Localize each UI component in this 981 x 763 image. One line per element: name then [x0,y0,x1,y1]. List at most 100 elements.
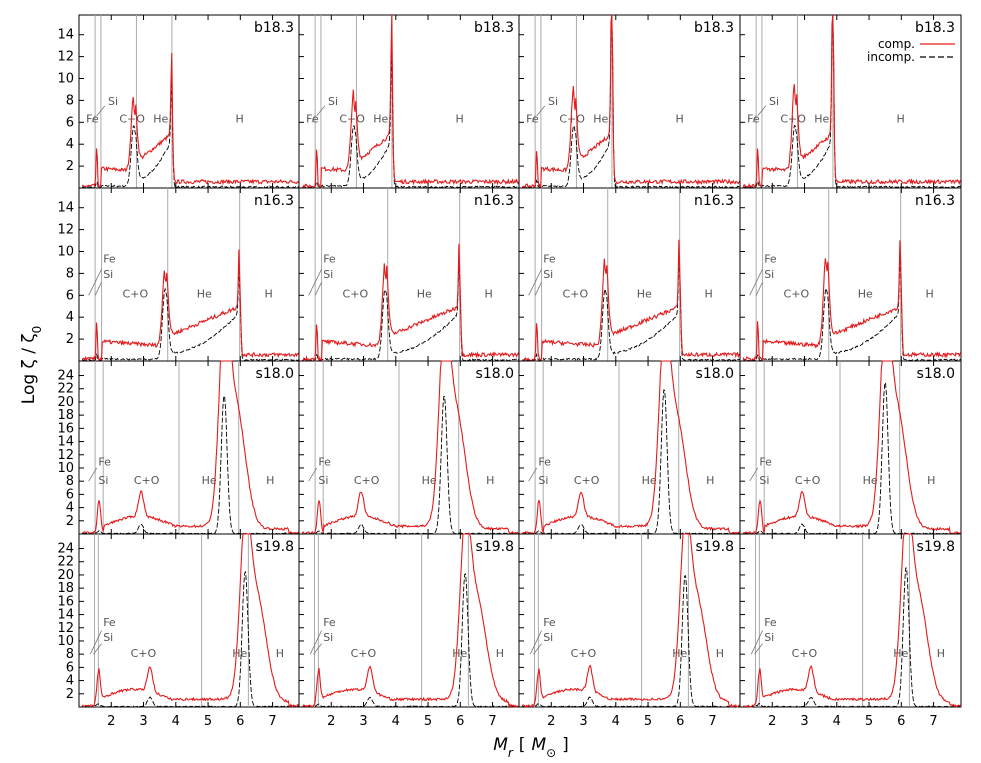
region-label-si: Si [108,95,118,108]
x-tick-label: 5 [644,714,652,729]
series-line-incomp [302,573,521,708]
region-label-he: He [202,474,217,487]
series-line-incomp [81,71,301,189]
region-label-he: He [373,112,388,125]
region-label-si: Si [103,631,113,644]
region-label-si: Si [323,268,333,281]
y-tick-label: 10 [57,72,74,87]
panel-frame [78,14,301,189]
y-tick-label: 8 [66,647,74,662]
y-tick-label: 4 [66,501,74,516]
panel-frame [739,360,962,535]
region-label-he: He [893,647,908,660]
region-label-he: He [153,112,168,125]
region-label-h: H [937,647,945,660]
region-label-co: C+O [784,287,810,300]
region-label-h: H [705,287,713,300]
region-label-h: H [926,287,934,300]
panel-frame [518,360,741,535]
region-label-si: Si [318,474,328,487]
region-label-si: Si [328,95,338,108]
x-tick-label: 2 [768,714,776,729]
model-label: n16.3 [254,193,294,209]
region-label-fe: Fe [323,252,336,265]
leader-line-0 [528,467,538,482]
x-tick-label: 3 [800,714,808,729]
region-label-h: H [266,474,274,487]
leader-line-1 [316,105,326,116]
region-label-co: C+O [574,474,600,487]
leader-line-0 [528,268,542,296]
region-label-h: H [485,287,493,300]
leader-line-0 [88,268,102,296]
y-tick-label: 24 [57,369,74,384]
x-tick-label: 3 [139,714,147,729]
region-label-fe: Fe [318,455,331,468]
y-tick-label: 16 [57,594,74,609]
y-tick-label: 4 [66,674,74,689]
region-label-he: He [642,474,657,487]
model-label: n16.3 [915,193,955,209]
y-tick-label: 6 [66,660,74,675]
y-axis-title: Log ζ / ζ0 [19,326,44,404]
region-label-fe: Fe [306,112,319,125]
region-label-fe: Fe [538,455,551,468]
model-label: b18.3 [915,20,955,36]
model-label: b18.3 [474,20,514,36]
x-tick-label: 3 [579,714,587,729]
panel-frame [518,14,741,189]
region-label-co: C+O [131,647,157,660]
region-label-si: Si [759,474,769,487]
region-label-h: H [675,112,683,125]
panel-frame [739,533,962,708]
leader-line-1 [93,643,102,655]
x-tick-label: 4 [172,714,180,729]
model-label: s19.8 [696,539,734,555]
series-line-incomp [743,567,962,708]
y-tick-label: 12 [57,50,74,65]
y-tick-label: 6 [66,115,74,130]
series-line-comp [742,240,962,362]
series-line-incomp [82,570,301,708]
series-line-incomp [743,14,962,189]
region-label-h: H [486,474,494,487]
x-tick-label: 6 [676,714,684,729]
y-tick-label: 18 [57,581,74,596]
leader-line-1 [536,105,546,116]
y-tick-label: 10 [57,634,74,649]
region-label-h: H [716,647,724,660]
y-tick-label: 22 [57,555,74,570]
model-label: s19.8 [476,539,514,555]
panel-frame [298,14,521,189]
legend-entry-incomp: incomp. [867,50,915,64]
y-tick-label: 24 [57,542,74,557]
y-tick-label: 14 [57,435,74,450]
x-tick-label: 6 [897,714,905,729]
region-label-fe: Fe [747,112,760,125]
region-label-h: H [265,287,273,300]
panel-frame [739,187,962,362]
region-label-h: H [235,112,243,125]
y-tick-label: 22 [57,382,74,397]
legend-entry-comp: comp. [878,37,915,51]
region-label-fe: Fe [543,616,556,629]
region-label-he: He [452,647,467,660]
series-line-comp [301,533,521,709]
region-label-he: He [593,112,608,125]
y-tick-label: 2 [66,159,74,174]
region-label-h: H [455,112,463,125]
region-label-si: Si [538,474,548,487]
region-label-co: C+O [792,647,818,660]
series-line-incomp [521,252,741,362]
model-label: b18.3 [694,20,734,36]
model-label: n16.3 [474,193,514,209]
x-tick-label: 5 [865,714,873,729]
leader-line-0 [750,630,763,655]
series-line-comp [521,14,741,190]
leader-line-0 [308,268,322,296]
y-tick-label: 6 [66,487,74,502]
